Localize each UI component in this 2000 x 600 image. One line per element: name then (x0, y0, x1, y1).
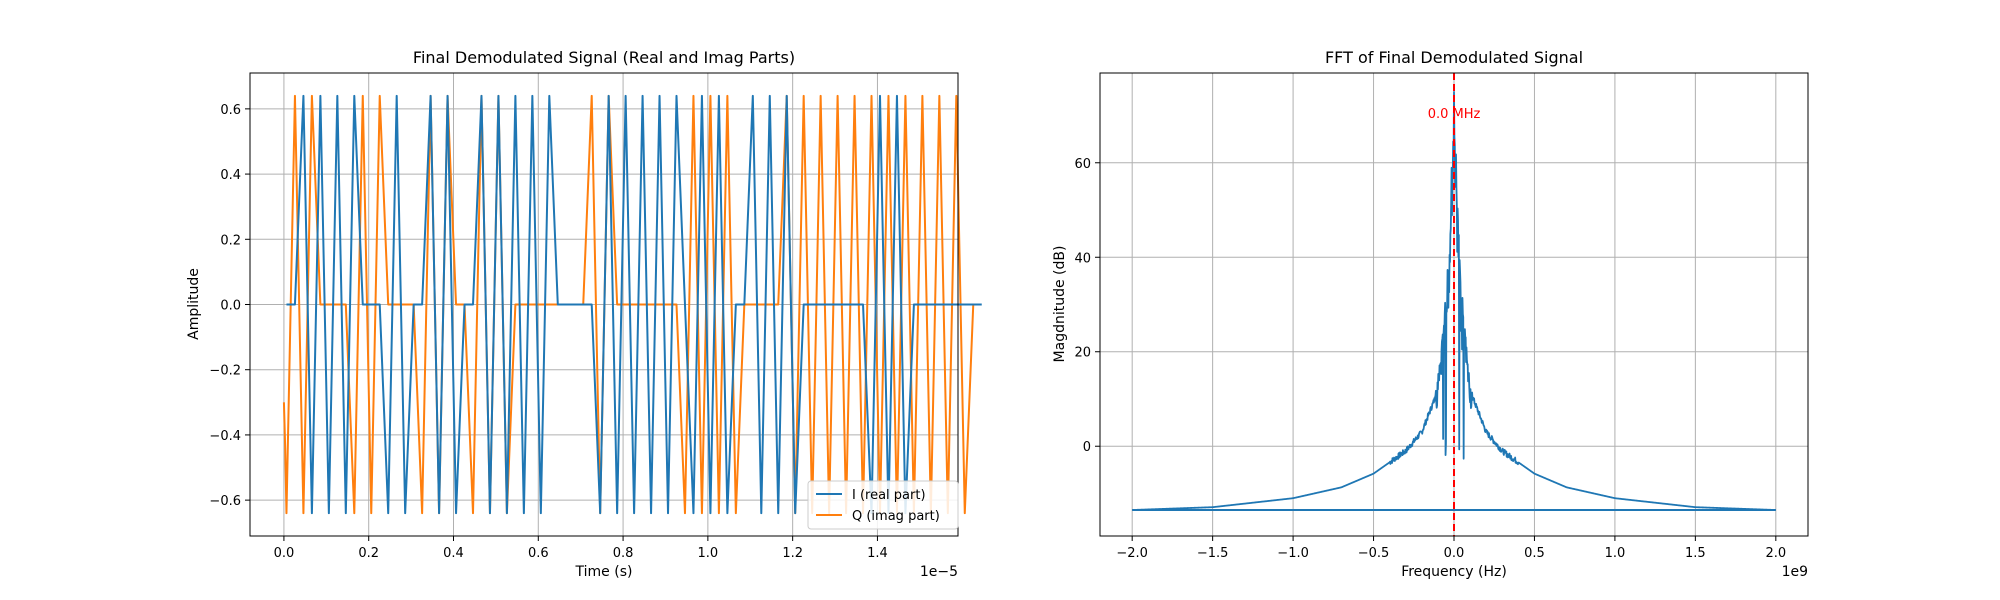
time-chart-title: Final Demodulated Signal (Real and Imag … (413, 48, 795, 67)
fft-chart-title: FFT of Final Demodulated Signal (1325, 48, 1583, 67)
time-domain-chart: 0.0 0.2 0.4 0.6 0.8 1.0 1.2 1.4 −0.6 −0.4 −0.2 0.0… (186, 48, 982, 580)
time-chart-x-axis-label: Time (s) (575, 564, 633, 580)
time-chart-x-ticks: 0.0 0.2 0.4 0.6 0.8 1.0 1.2 1.4 (274, 536, 888, 561)
x-tick-label: 0.6 (528, 546, 549, 561)
x-tick-label: −2.0 (1116, 546, 1148, 561)
fft-chart-y-ticks: 0 20 40 60 (1074, 157, 1100, 455)
x-tick-label: 1.0 (1605, 546, 1626, 561)
legend-box (807, 480, 959, 530)
y-tick-label: 0.2 (220, 233, 241, 248)
y-tick-label: 0.6 (220, 103, 241, 118)
legend-label-q: Q (imag part) (852, 509, 940, 524)
x-tick-label: −0.5 (1358, 546, 1390, 561)
y-tick-label: 0.4 (220, 168, 241, 183)
y-tick-label: 0.0 (220, 299, 241, 314)
x-tick-label: 0.8 (613, 546, 634, 561)
y-tick-label: 60 (1074, 157, 1091, 172)
y-tick-label: 20 (1074, 346, 1091, 361)
x-tick-label: 0.4 (443, 546, 464, 561)
time-chart-x-offset-text: 1e−5 (920, 564, 958, 580)
y-tick-label: −0.6 (209, 494, 241, 509)
fft-chart: 0.0 MHz −2.0 −1.5 −1.0 −0.5 0.0 0.5 1.0 1.5 2.0 … (1052, 48, 1809, 580)
legend-label-i: I (real part) (852, 488, 926, 503)
fft-chart-x-offset-text: 1e9 (1782, 564, 1808, 580)
y-tick-label: −0.4 (209, 429, 241, 444)
x-tick-label: −1.0 (1277, 546, 1309, 561)
y-tick-label: −0.2 (209, 364, 241, 379)
x-tick-label: 0.2 (358, 546, 379, 561)
x-tick-label: 0.5 (1524, 546, 1545, 561)
fft-chart-y-axis-label: Magdnitude (dB) (1052, 246, 1068, 363)
series-line-i (286, 94, 982, 515)
time-chart-y-axis-label: Amplitude (186, 268, 202, 340)
fft-chart-x-axis-label: Frequency (Hz) (1401, 564, 1507, 580)
x-tick-label: 1.4 (867, 546, 888, 561)
x-tick-label: 0.0 (274, 546, 295, 561)
time-chart-series (282, 94, 982, 515)
x-tick-label: 0.0 (1444, 546, 1465, 561)
time-chart-y-ticks: −0.6 −0.4 −0.2 0.0 0.2 0.4 0.6 (209, 103, 250, 509)
y-tick-label: 0 (1083, 440, 1091, 455)
fft-chart-x-ticks: −2.0 −1.5 −1.0 −0.5 0.0 0.5 1.0 1.5 2.0 (1116, 536, 1786, 561)
time-chart-legend: I (real part) Q (imag part) (807, 480, 959, 530)
x-tick-label: 1.5 (1685, 546, 1706, 561)
x-tick-label: 2.0 (1765, 546, 1786, 561)
x-tick-label: 1.0 (698, 546, 719, 561)
fft-peak-annotation: 0.0 MHz (1428, 107, 1481, 122)
fft-chart-gridlines (1100, 73, 1808, 536)
x-tick-label: 1.2 (782, 546, 803, 561)
y-tick-label: 40 (1074, 251, 1091, 266)
x-tick-label: −1.5 (1197, 546, 1229, 561)
fft-chart-series (1131, 91, 1777, 512)
fft-magnitude-line (1131, 91, 1777, 511)
